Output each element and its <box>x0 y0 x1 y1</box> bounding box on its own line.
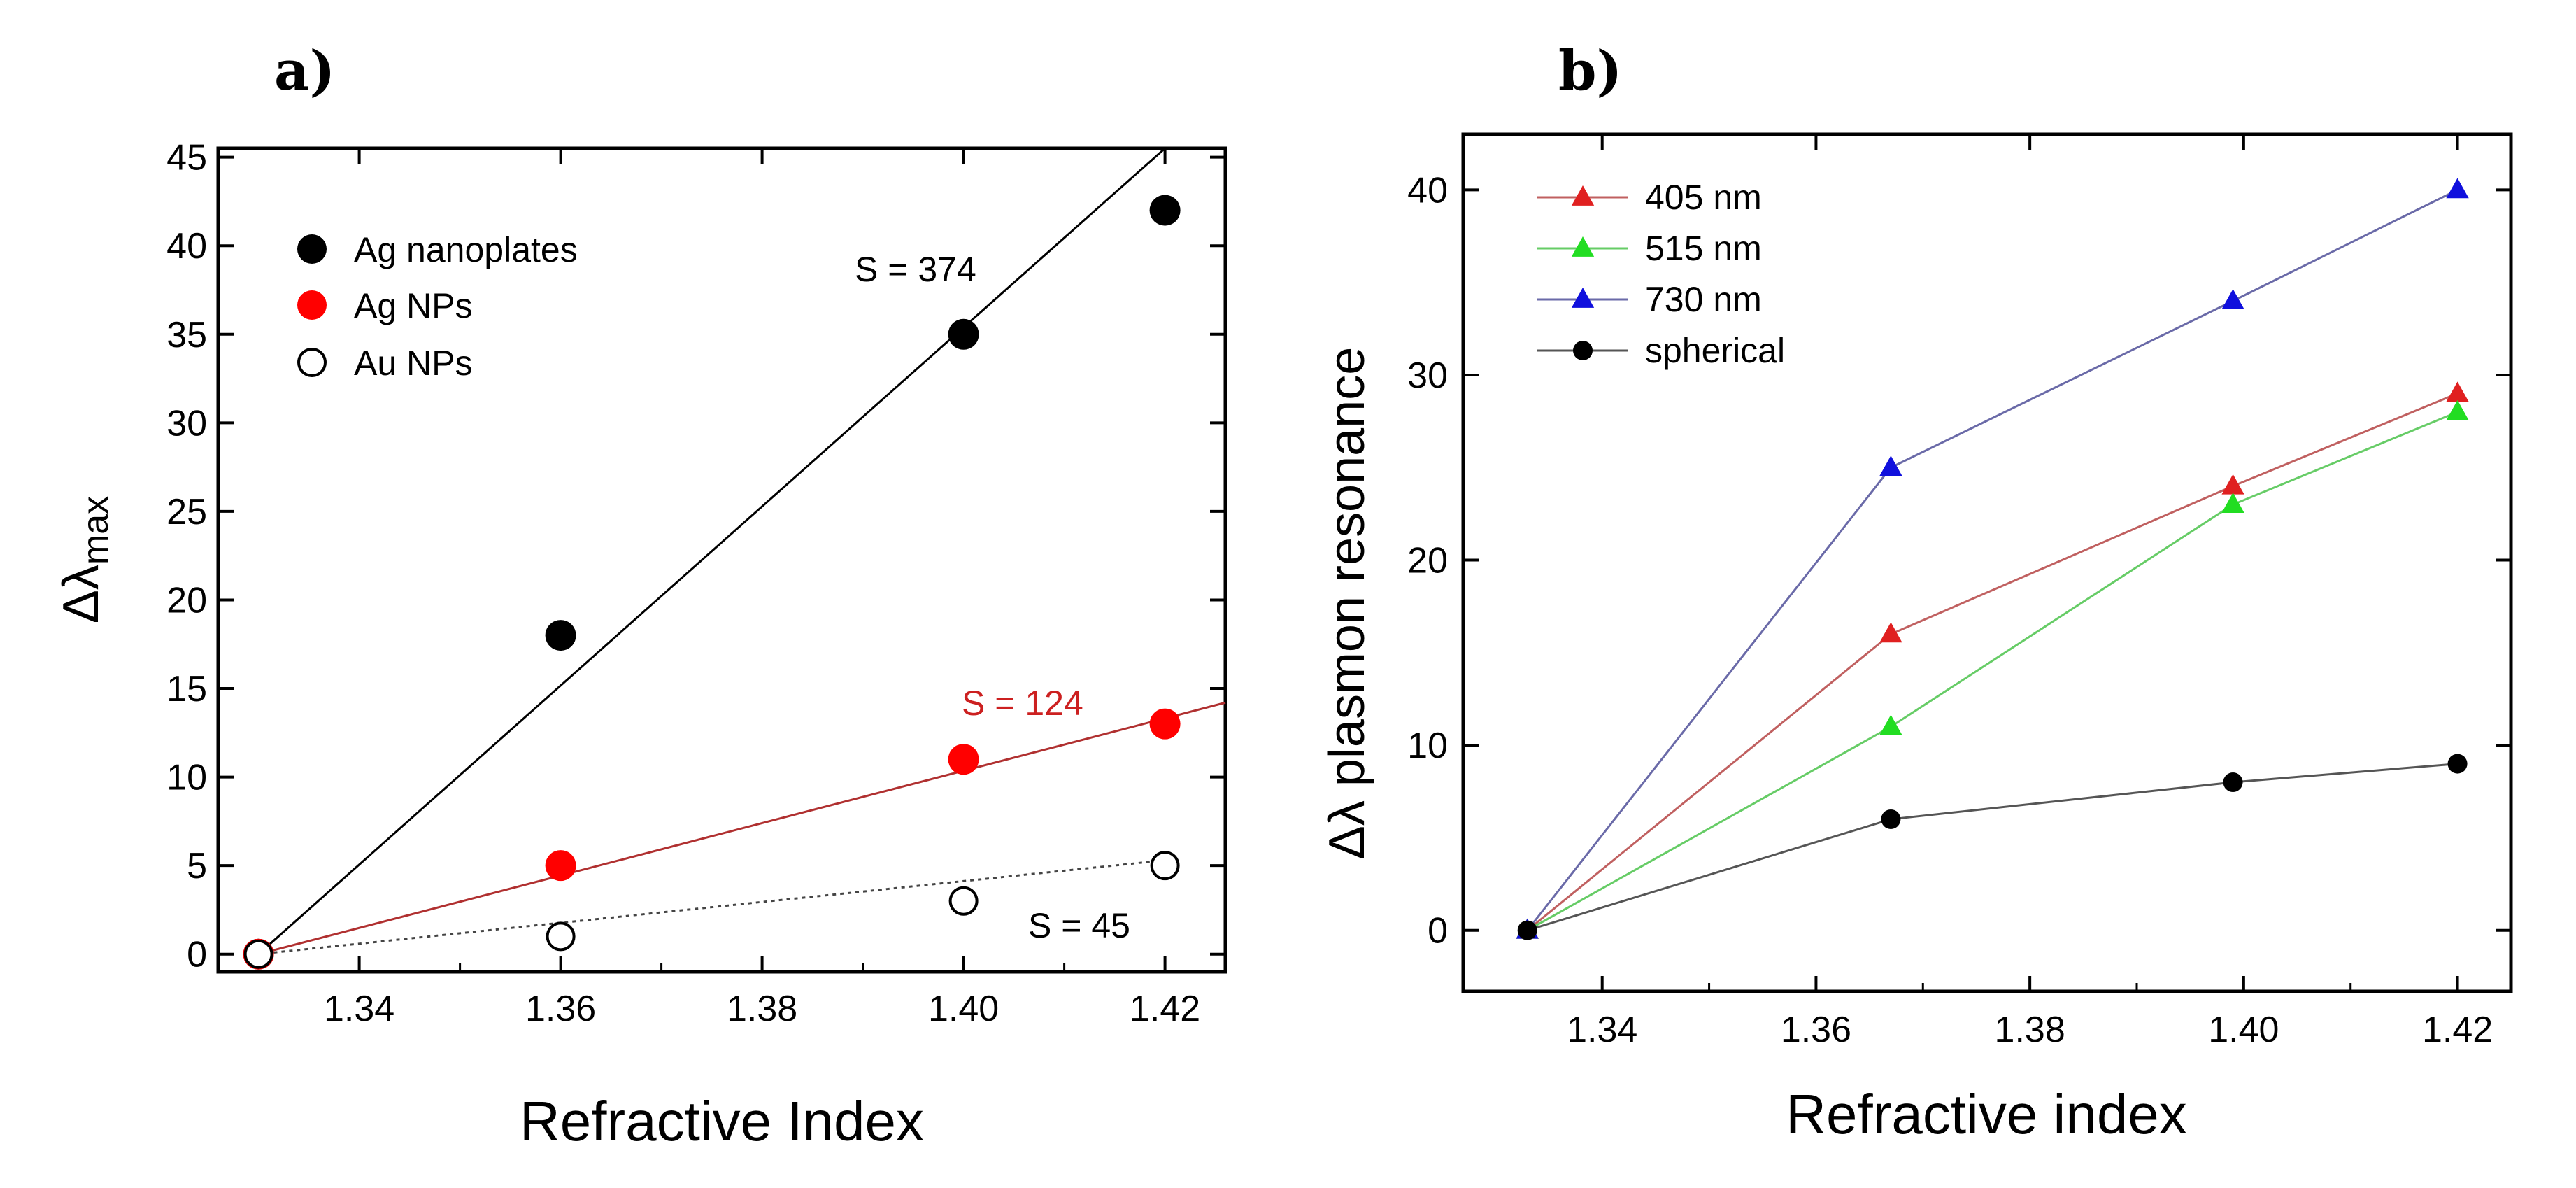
point-405-nm <box>1879 622 1902 643</box>
legend-marker-405-nm <box>1571 185 1595 206</box>
series-line-515-nm <box>1526 411 2458 931</box>
panel-b-x-axis-label: Refractive index <box>1786 1083 2187 1145</box>
y-tick-label: 10 <box>1407 726 1448 766</box>
x-tick-label: 1.34 <box>324 989 394 1029</box>
y-tick-label: 20 <box>166 580 207 621</box>
point-ag-nps <box>948 744 979 775</box>
point-ag-nanoplates <box>1149 195 1181 226</box>
panel-b: b) 1.34 1.36 1.38 1.40 1.42 0 10 20 30 40 405 nm… <box>1319 39 2513 1145</box>
legend-marker-spherical <box>1573 341 1593 360</box>
point-au-nps <box>546 921 576 952</box>
y-tick-label: 30 <box>166 403 207 444</box>
panel-a-x-ticks: 1.34 1.36 1.38 1.40 1.42 <box>324 148 1200 1029</box>
y-tick-label: 0 <box>187 935 207 975</box>
legend-label-ag-nps: Ag NPs <box>354 286 473 325</box>
point-730-nm <box>2446 178 2469 199</box>
annotation-s-374: S = 374 <box>855 250 976 289</box>
x-tick-label: 1.36 <box>1781 1010 1851 1050</box>
panel-b-y-axis-label: Δλ plasmon resonance <box>1319 347 1375 859</box>
panel-b-legend: 405 nm 515 nm 730 nm spherical <box>1537 178 1785 370</box>
legend-marker-au-nps <box>297 348 327 377</box>
legend-label-ag-nanoplates: Ag nanoplates <box>354 230 578 269</box>
panel-a-plot-frame <box>216 146 1227 974</box>
point-au-nps <box>243 939 273 969</box>
fit-line-au-nps <box>258 859 1165 956</box>
panel-a-data-points <box>243 195 1181 970</box>
x-tick-label: 1.38 <box>1995 1010 2065 1050</box>
point-515-nm <box>2446 399 2469 420</box>
point-spherical <box>2223 772 2243 793</box>
point-405-nm <box>2221 474 2244 495</box>
legend-label-405-nm: 405 nm <box>1645 178 1762 217</box>
point-ag-nanoplates <box>948 318 979 350</box>
legend-label-au-nps: Au NPs <box>354 344 473 383</box>
y-tick-label: 25 <box>166 492 207 532</box>
point-spherical <box>1517 920 1537 940</box>
y-tick-label: 35 <box>166 315 207 355</box>
y-tick-label: 40 <box>1407 170 1448 211</box>
y-tick-label: 45 <box>166 138 207 178</box>
panel-a-legend: Ag nanoplates Ag NPs Au NPs <box>297 230 578 383</box>
y-tick-label: 40 <box>166 226 207 267</box>
point-405-nm <box>2446 381 2469 402</box>
y-tick-label: 20 <box>1407 541 1448 581</box>
fit-line-ag-nanoplates <box>257 147 1166 955</box>
y-tick-label: 0 <box>1428 911 1448 952</box>
legend-marker-730-nm <box>1571 288 1595 308</box>
point-515-nm <box>2221 493 2244 514</box>
x-tick-label: 1.36 <box>525 989 596 1029</box>
point-spherical <box>2447 754 2468 774</box>
annotation-s-124: S = 124 <box>962 684 1083 723</box>
panel-b-plot-frame <box>1461 132 2513 993</box>
legend-label-515-nm: 515 nm <box>1645 229 1762 268</box>
point-ag-nps <box>1149 708 1181 740</box>
y-tick-label: 5 <box>187 846 207 886</box>
legend-marker-ag-nps <box>297 290 327 320</box>
fit-line-ag-nps <box>258 701 1226 956</box>
y-tick-label: 15 <box>166 669 207 709</box>
series-line-730-nm <box>1526 189 2458 931</box>
legend-label-730-nm: 730 nm <box>1645 280 1762 319</box>
point-au-nps <box>948 886 979 916</box>
panel-a-x-axis-label: Refractive Index <box>520 1090 924 1152</box>
panel-a-y-axis-label: Δλmax <box>53 496 116 623</box>
series-line-405-nm <box>1526 393 2458 931</box>
point-spherical <box>1881 809 1901 829</box>
legend-label-spherical: spherical <box>1645 331 1785 370</box>
legend-marker-515-nm <box>1571 236 1595 257</box>
point-730-nm <box>2221 289 2244 310</box>
panel-b-data-points <box>1516 178 2469 940</box>
panel-b-label: b) <box>1558 39 1622 103</box>
x-tick-label: 1.40 <box>928 989 999 1029</box>
y-tick-label: 10 <box>166 758 207 798</box>
x-tick-label: 1.40 <box>2208 1010 2279 1050</box>
panel-b-series-lines <box>1526 189 2458 932</box>
panel-b-x-ticks: 1.34 1.36 1.38 1.40 1.42 <box>1567 134 2493 1050</box>
legend-marker-ag-nanoplates <box>297 234 327 264</box>
point-730-nm <box>1879 455 1902 476</box>
panel-a-label: a) <box>274 39 335 103</box>
x-tick-label: 1.42 <box>1130 989 1200 1029</box>
y-tick-label: 30 <box>1407 355 1448 396</box>
x-tick-label: 1.34 <box>1567 1010 1637 1050</box>
point-ag-nanoplates <box>545 620 576 651</box>
annotation-s-45: S = 45 <box>1028 906 1130 945</box>
series-line-spherical <box>1527 763 2458 932</box>
x-tick-label: 1.38 <box>727 989 797 1029</box>
panel-a-y-ticks: 0 5 10 15 20 25 30 35 40 45 <box>166 138 1225 975</box>
panel-b-y-ticks: 0 10 20 30 40 <box>1407 170 2511 952</box>
panel-a: a) 1.34 1.36 1.38 1.40 1.42 0 5 10 15 20 25 30 35 40… <box>53 39 1227 1152</box>
x-tick-label: 1.42 <box>2422 1010 2493 1050</box>
point-au-nps <box>1150 851 1180 881</box>
panel-a-fit-lines <box>257 147 1226 956</box>
point-515-nm <box>1879 714 1902 735</box>
point-ag-nps <box>545 850 576 882</box>
